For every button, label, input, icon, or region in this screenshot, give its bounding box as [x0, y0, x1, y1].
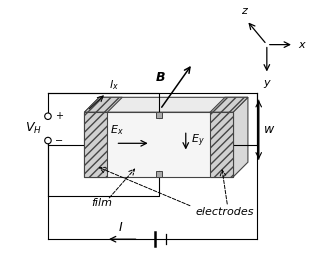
Polygon shape	[84, 112, 107, 177]
Polygon shape	[210, 97, 248, 112]
Circle shape	[45, 137, 51, 144]
Polygon shape	[84, 97, 248, 112]
Text: $E_y$: $E_y$	[191, 133, 204, 149]
Text: $E_x$: $E_x$	[110, 123, 124, 136]
Polygon shape	[210, 112, 233, 177]
Text: film: film	[91, 198, 113, 208]
Text: z: z	[241, 6, 247, 16]
Text: $l_x$: $l_x$	[109, 79, 118, 93]
Text: x: x	[298, 40, 305, 50]
Polygon shape	[233, 97, 248, 177]
Text: B: B	[156, 71, 166, 84]
Bar	[156, 171, 162, 177]
Text: +: +	[55, 111, 63, 121]
Bar	[156, 112, 162, 118]
Polygon shape	[84, 97, 122, 112]
Polygon shape	[84, 112, 233, 177]
Text: $V_H$: $V_H$	[24, 121, 41, 136]
Text: I: I	[119, 221, 123, 234]
Circle shape	[45, 113, 51, 120]
Text: y: y	[263, 78, 270, 88]
Text: w: w	[264, 123, 274, 136]
Text: −: −	[55, 136, 63, 146]
Text: electrodes: electrodes	[196, 207, 254, 217]
